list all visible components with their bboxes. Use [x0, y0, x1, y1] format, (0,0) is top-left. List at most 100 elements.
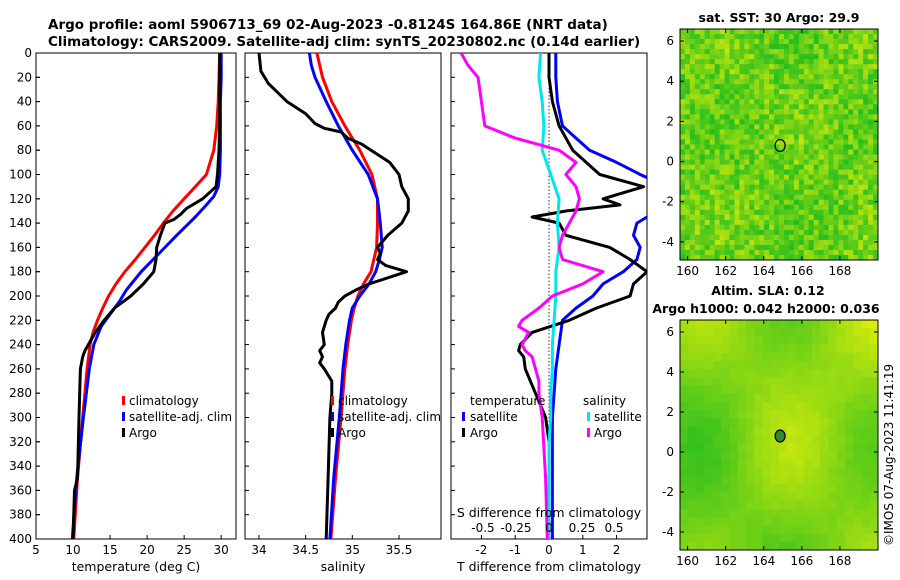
heatmap-cell [729, 129, 735, 135]
heatmap-cell [843, 199, 849, 206]
heatmap-cell [836, 426, 846, 436]
heatmap-cell [828, 443, 838, 452]
heatmap-cell [759, 54, 765, 60]
heatmap-cell [689, 239, 696, 246]
heatmap-cell [793, 99, 800, 105]
heatmap-cell [848, 74, 854, 80]
heatmap-cell [744, 104, 750, 110]
heatmap-cell [769, 84, 775, 90]
heatmap-cell [696, 352, 706, 362]
heatmap-cell [787, 385, 796, 395]
heatmap-cell [813, 94, 819, 100]
heatmap-cell [724, 224, 730, 231]
heatmap-cell [843, 89, 849, 95]
heatmap-cell [714, 59, 720, 65]
heatmap-cell [739, 124, 745, 130]
heatmap-cell [868, 169, 874, 176]
heatmap-cell [774, 254, 780, 260]
heatmap-cell [694, 229, 701, 236]
heatmap-cell [828, 124, 834, 130]
heatmap-cell [774, 219, 780, 226]
heatmap-cell [754, 29, 760, 35]
heatmap-cell [729, 426, 739, 436]
heatmap-cell [774, 214, 780, 221]
heatmap-cell [853, 134, 859, 140]
temperature-xlabel: temperature (deg C) [72, 559, 201, 574]
heatmap-cell [788, 209, 795, 216]
heatmap-cell [779, 129, 785, 135]
heatmap-cell [754, 149, 760, 155]
heatmap-cell [754, 54, 760, 60]
heatmap-cell [680, 144, 686, 150]
heatmap-cell [719, 74, 725, 80]
heatmap-cell [798, 89, 805, 95]
heatmap-cell [744, 69, 750, 75]
heatmap-cell [696, 443, 706, 452]
heatmap-cell [699, 64, 706, 70]
heatmap-cell [808, 79, 815, 85]
heatmap-cell [808, 39, 815, 45]
heatmap-cell [848, 94, 854, 100]
heatmap-cell [863, 149, 869, 155]
heatmap-cell [709, 144, 716, 150]
heatmap-cell [734, 134, 740, 140]
heatmap-cell [764, 159, 770, 165]
heatmap-cell [845, 361, 854, 370]
heatmap-cell [729, 39, 735, 45]
heatmap-cell [694, 189, 701, 196]
heatmap-cell [770, 393, 780, 403]
heatmap-cell [694, 234, 701, 241]
heatmap-cell [729, 144, 735, 150]
heatmap-cell [828, 393, 838, 403]
heatmap-cell [820, 484, 829, 493]
heatmap-cell [858, 124, 864, 130]
x-tick-label: 166 [790, 554, 813, 568]
sst-map-frame [679, 28, 879, 261]
heatmap-cell [828, 114, 834, 120]
heatmap-cell [798, 139, 805, 145]
heatmap-cell [818, 49, 824, 55]
heatmap-cell [734, 149, 740, 155]
heatmap-cell [769, 124, 775, 130]
heatmap-cell [868, 59, 874, 65]
heatmap-cell [848, 234, 854, 241]
heatmap-cell [729, 34, 735, 40]
heatmap-cell [787, 369, 796, 378]
heatmap-cell [828, 402, 838, 411]
heatmap-cell [699, 54, 706, 60]
heatmap-cell [843, 229, 849, 236]
heatmap-cell [694, 129, 701, 135]
heatmap-cell [779, 64, 785, 70]
heatmap-cell [737, 352, 747, 362]
heatmap-cell [828, 525, 838, 534]
heatmap-cell [729, 476, 739, 485]
heatmap-cell [774, 204, 780, 211]
sla-map-panel: Altim. SLA: 0.12 Argo h1000: 0.042 h2000… [652, 283, 880, 568]
heatmap-cell [689, 159, 696, 165]
heatmap-cell [719, 64, 725, 70]
heatmap-cell [759, 209, 765, 216]
heatmap-cell [699, 94, 706, 100]
heatmap-cell [739, 134, 745, 140]
heatmap-cell [746, 418, 755, 428]
heatmap-cell [769, 234, 775, 241]
heatmap-cell [684, 94, 691, 100]
heatmap-cell [836, 533, 846, 543]
heatmap-cell [764, 139, 770, 145]
heatmap-cell [680, 426, 689, 436]
heatmap-cell [845, 484, 854, 493]
heatmap-cell [754, 508, 763, 518]
heatmap-cell [721, 328, 730, 337]
heatmap-cell [770, 508, 780, 518]
heatmap-cell [858, 84, 864, 90]
heatmap-cell [754, 129, 760, 135]
heatmap-cell [788, 114, 795, 120]
heatmap-cell [843, 84, 849, 90]
heatmap-cell [820, 369, 829, 378]
heatmap-cell [694, 154, 701, 160]
heatmap-cell [759, 124, 765, 130]
x-tick-label: 15 [102, 543, 117, 557]
heatmap-cell [739, 229, 745, 236]
heatmap-cell [724, 234, 730, 241]
heatmap-cell [813, 44, 819, 50]
